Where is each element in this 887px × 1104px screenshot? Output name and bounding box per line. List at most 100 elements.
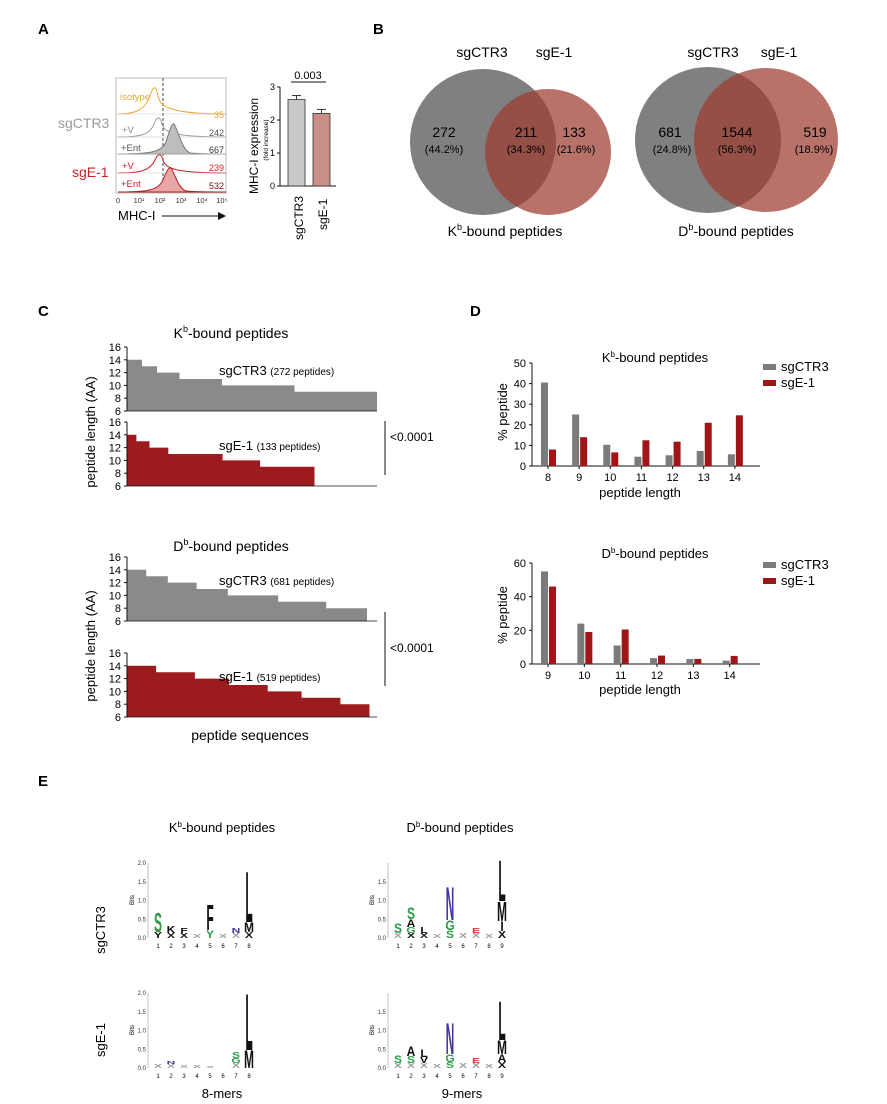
logo-letter-I: I [500,918,503,934]
venn-db: sgCTR3 sgE-1 681 (24.8%) 1544 (56.3%) 51… [635,44,838,239]
c-db-pvalue: <0.0001 [390,641,434,655]
logo-letter-X: X [433,1063,442,1069]
hist-mfi-v1: 242 [209,128,224,138]
logo-position: 6 [461,944,465,950]
panel-c: C Kb-bound peptides Db-bound peptides pe… [38,303,434,743]
hist-curve-sge1-ent [117,167,227,193]
logo-letter-N: N [232,927,241,935]
c-db-ylabel: peptide length (AA) [83,590,98,701]
logo-letter-X: X [472,1062,481,1070]
logo-ytick: 1.5 [378,880,387,886]
c-ytick: 8 [115,393,121,405]
c-kb-ylabel: peptide length (AA) [83,376,98,487]
legend-swatch-sge1 [763,380,776,386]
d-kb-legend: sgCTR3 sgE-1 [763,359,829,390]
logo-position: 1 [396,1074,400,1080]
d-db-xlabel: peptide length [599,682,681,697]
logo-letter-L: L [245,856,252,937]
logo-letter-X: X [485,933,494,939]
venn-kb-set1: sgCTR3 [456,44,508,60]
c-ytick: 6 [115,616,121,628]
d-xtick: 10 [578,670,590,682]
d-ytick: 20 [514,625,526,637]
logo-letter-X: X [420,1062,429,1070]
logo-letter-X: X [167,932,176,940]
logo-letter-M: M [244,1046,254,1074]
e-kb-title: Kb-bound peptides [169,820,276,835]
hist-label-isotype: isotype [120,92,150,103]
panel-d: D Kb-bound peptides Db-bound peptides % … [470,303,829,697]
logo-letter-M: M [244,919,254,935]
venn-db-count-shared: 1544 [721,124,752,140]
legend-label-sgctr3: sgCTR3 [781,557,829,572]
d-xtick: 11 [615,670,626,682]
logo-position: 2 [169,1074,173,1080]
d-ytick: 40 [514,592,526,604]
logo-letter-X: X [232,1062,241,1070]
logo-position: 4 [195,1074,199,1080]
histogram-lanes [116,87,227,193]
c-ytick: 10 [109,686,121,698]
logo-letter-L: L [420,927,427,936]
venn-db-pct-only2: (18.9%) [795,144,834,156]
logo-letter-X: X [485,1063,494,1069]
d-db-legend: sgCTR3 sgE-1 [763,557,829,588]
logo-letter-X: X [407,1062,416,1070]
logo-letter-F: F [180,927,187,935]
c-area-sge-1 [127,665,370,717]
mhc-bar-chart: 0 1 2 3 0.003 MHC-I expression (fold inc… [247,70,336,240]
logo-letter-A: A [498,1053,507,1065]
logo-position: 8 [487,944,491,950]
venn-db-count-only1: 681 [658,124,682,140]
logo-letter-E: E [472,927,481,935]
venn-kb-count-only2: 133 [562,124,586,140]
c-ytick: 10 [109,380,121,392]
logo-letter-G: G [445,917,454,933]
panel-e: E Kb-bound peptides Db-bound peptides sg… [38,773,514,1101]
logo-letter-S: S [394,920,402,936]
logo-position: 3 [422,944,426,950]
logo-ytick: 0.0 [378,936,387,942]
logo-letter-G: G [406,927,415,936]
d-ytick: 0 [520,461,526,473]
d-ytick: 30 [514,399,526,411]
venn-kb: sgCTR3 sgE-1 272 (44.2%) 211 (34.3%) 133… [410,44,611,239]
logo-letter-L: L [245,979,252,1069]
logo-ytick: 0.0 [378,1066,387,1072]
d-bar-sge-1 [673,441,681,466]
c-area-sgctr3 [127,359,377,411]
c-ytick: 14 [109,355,121,367]
c-ytick: 12 [109,578,121,590]
logo-letter-Y: Y [154,932,162,941]
venn-db-circle-sge1 [694,68,838,212]
d-bar-sge-1 [621,629,629,664]
logo-position: 2 [409,1074,413,1080]
logo-letter-X: X [206,1065,214,1068]
d-ytick: 40 [514,379,526,391]
logo-bits-label: Bits [130,1025,136,1035]
hist-mfi-ent1: 667 [209,145,224,155]
d-bar-sgctr3 [686,658,694,664]
venn-kb-pct-only1: (44.2%) [425,144,464,156]
d-ytick: 20 [514,420,526,432]
c-series-label: sgE-1 (519 peptides) [219,669,321,684]
mhc-ylabel: MHC-I expression [247,98,261,194]
logo-letter-G: G [445,1053,454,1065]
logo-ytick: 2.0 [138,991,147,997]
d-ytick: 10 [514,440,526,452]
venn-kb-pct-only2: (21.6%) [557,144,596,156]
logo-position: 6 [221,944,225,950]
venn-db-count-only2: 519 [803,124,827,140]
logo-letter-S: S [446,929,454,941]
logo-ytick: 1.0 [138,899,147,905]
histogram-x-ticks: 0 10¹ 10² 10³ 10⁴ 10⁵ [116,196,228,205]
c-ytick: 6 [115,712,121,724]
hist-mfi-v2: 239 [209,163,224,173]
d-ytick: 0 [520,659,526,671]
c-series-label: sgE-1 (133 peptides) [219,438,321,453]
logo-letter-N: N [446,1014,455,1063]
e-row-sgctr3: sgCTR3 [93,906,108,954]
logo-letter-S: S [154,907,162,938]
logo-position: 6 [221,1074,225,1080]
d-bar-sgctr3 [665,455,673,466]
